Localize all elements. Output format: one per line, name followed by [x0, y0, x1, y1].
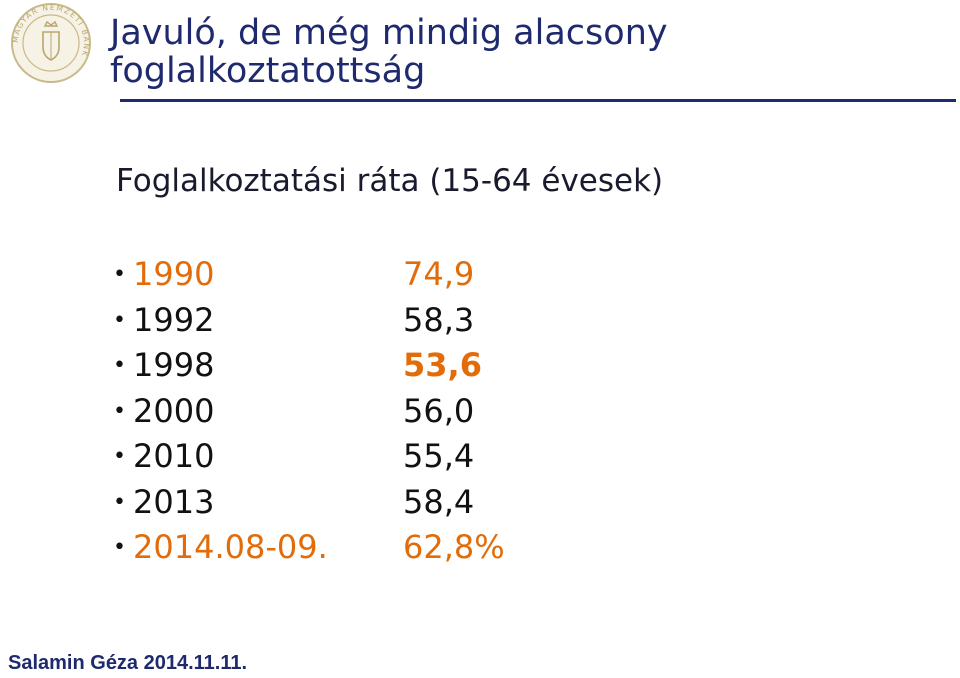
rate-value: 74,9	[403, 255, 475, 293]
bullet-icon: •	[113, 262, 126, 287]
year-label: 2010	[133, 437, 215, 475]
year-label: 1990	[133, 255, 215, 293]
rate-value-highlight: 53,6	[403, 346, 482, 384]
year-label: 1992	[133, 300, 215, 339]
footer-author-date: Salamin Géza 2014.11.11.	[8, 652, 248, 674]
rate-value: 62,8%	[403, 528, 505, 566]
year-label: 2013	[133, 482, 215, 521]
title-line-1: Javuló, de még mindig alacsony	[110, 13, 668, 53]
year-label: 2000	[133, 391, 215, 430]
bullet-icon: •	[113, 489, 126, 515]
central-bank-seal-icon: MAGYAR NEMZETI BANK	[11, 3, 91, 83]
bullet-icon: •	[113, 444, 126, 469]
slide-title: Javuló, de még mindig alacsony foglalkoz…	[110, 14, 930, 90]
year-label: 2014.08-09.	[133, 528, 328, 566]
bullet-icon: •	[113, 398, 126, 424]
rate-value: 56,0	[403, 391, 475, 430]
bullet-icon: •	[113, 353, 126, 378]
rate-value: 58,3	[403, 300, 475, 339]
bullet-icon: •	[113, 307, 126, 333]
bullet-icon: •	[113, 535, 126, 560]
subtitle: Foglalkoztatási ráta (15-64 évesek)	[116, 163, 664, 199]
rate-value: 58,4	[403, 482, 475, 521]
title-line-2: foglalkoztatottság	[110, 51, 426, 91]
rate-value: 55,4	[403, 437, 475, 475]
year-label: 1998	[133, 346, 215, 384]
title-underline	[120, 99, 956, 102]
